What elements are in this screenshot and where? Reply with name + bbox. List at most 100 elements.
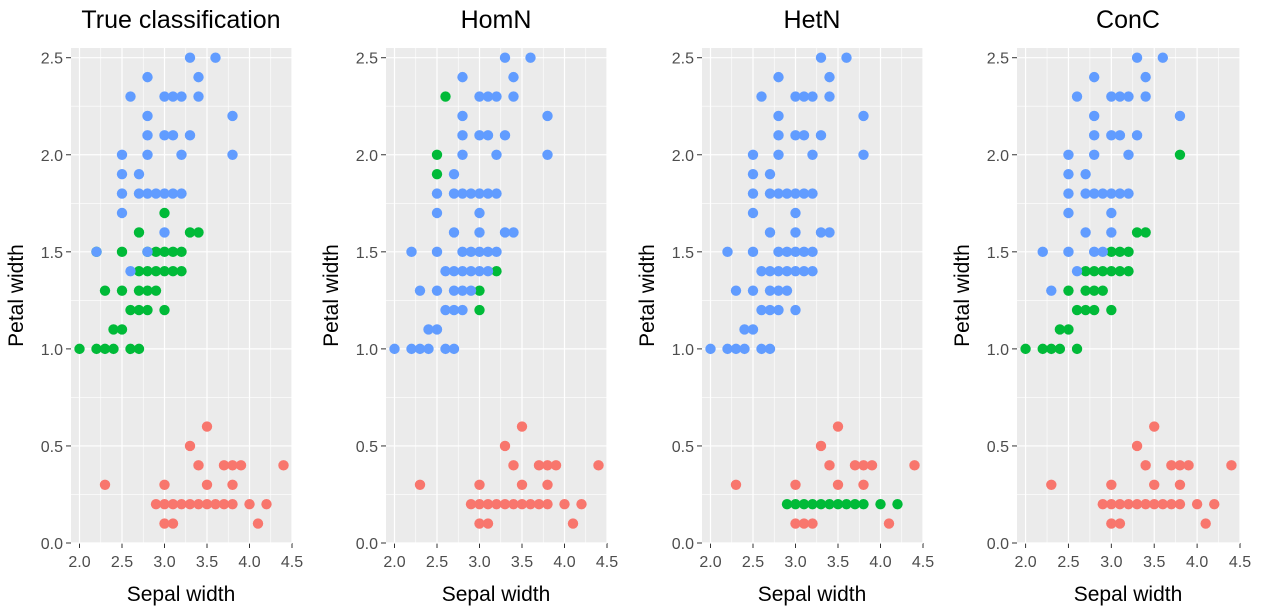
data-point [1097, 246, 1108, 258]
y-axis-label: Petal width [5, 244, 28, 347]
data-point [1080, 188, 1091, 199]
data-point [764, 304, 776, 316]
data-point [1063, 246, 1074, 258]
data-point [227, 149, 238, 160]
data-point [909, 460, 920, 471]
data-point [798, 130, 810, 141]
x-tick-label: 3.5 [196, 554, 218, 571]
y-tick-label: 0.5 [672, 439, 694, 456]
x-tick-label: 2.5 [111, 554, 133, 571]
data-point [1131, 440, 1143, 452]
data-point [722, 246, 733, 258]
data-point [807, 188, 818, 199]
data-point [1020, 343, 1031, 355]
y-tick-label: 0.0 [672, 536, 694, 553]
data-point [159, 266, 170, 277]
data-point [448, 304, 460, 316]
data-point [824, 91, 835, 102]
data-point [1226, 460, 1237, 471]
data-point [142, 71, 153, 83]
data-point [1131, 498, 1143, 510]
data-point [176, 149, 187, 160]
data-point [1037, 343, 1048, 355]
data-point [142, 266, 153, 277]
series-3 [91, 52, 238, 277]
data-point [474, 130, 485, 141]
data-point [491, 246, 502, 258]
data-point [482, 266, 494, 277]
data-point [176, 91, 187, 102]
data-point [1071, 91, 1083, 102]
data-point [440, 343, 451, 355]
data-point [1063, 188, 1074, 199]
data-point [1157, 52, 1169, 63]
y-tick-label: 2.5 [41, 51, 63, 68]
y-axis-label: Petal width [320, 244, 343, 347]
y-tick-label: 1.0 [41, 342, 63, 359]
data-point [389, 343, 400, 355]
data-point [150, 246, 162, 258]
data-point [108, 324, 119, 335]
data-point [1131, 52, 1143, 63]
data-point [866, 460, 878, 471]
data-point [525, 52, 536, 63]
data-point [841, 52, 852, 63]
data-point [798, 246, 810, 258]
data-point [790, 188, 801, 199]
data-point [508, 498, 519, 510]
data-point [448, 266, 460, 277]
y-tick-label: 0.5 [41, 439, 63, 456]
data-point [1131, 227, 1143, 238]
data-point [790, 266, 801, 277]
data-point [159, 246, 170, 258]
data-point [1131, 130, 1143, 141]
data-point [790, 207, 801, 219]
data-point [739, 343, 750, 355]
data-point [747, 149, 759, 160]
data-point [125, 91, 136, 102]
y-tick-label: 0.5 [987, 439, 1009, 456]
y-tick-label: 2.0 [987, 148, 1009, 165]
data-point [159, 498, 170, 510]
data-point [807, 246, 818, 258]
data-point [1080, 227, 1091, 238]
data-point [832, 498, 844, 510]
data-point [431, 207, 443, 219]
data-point [1046, 285, 1057, 296]
data-point [883, 518, 895, 529]
x-tick-label: 3.0 [784, 554, 806, 571]
data-point [790, 479, 801, 490]
data-point [457, 246, 468, 258]
data-point [227, 110, 238, 122]
data-point [159, 207, 170, 219]
data-point [116, 149, 128, 160]
data-point [798, 91, 810, 102]
data-point [74, 343, 85, 355]
data-point [201, 421, 213, 432]
x-axis-label: Sepal width [1074, 583, 1183, 606]
data-point [849, 460, 861, 471]
data-point [1097, 498, 1108, 510]
data-point [474, 479, 485, 490]
data-point [781, 188, 793, 199]
data-point [815, 227, 827, 238]
data-point [1123, 266, 1134, 277]
data-point [159, 304, 170, 316]
chart-panel-4: 2.0 2.5 3.0 3.5 4.0 4.5 0.0 0.5 1.0 1.5 2.0 2.5 ConC… [951, 6, 1251, 606]
data-point [482, 498, 494, 510]
data-point [533, 498, 545, 510]
y-tick-label: 2.5 [987, 51, 1009, 68]
data-point [824, 498, 835, 510]
x-tick-label: 4.0 [553, 554, 575, 571]
data-point [1063, 168, 1074, 180]
data-point [1054, 324, 1066, 335]
data-point [1106, 304, 1117, 316]
data-point [159, 518, 170, 529]
data-point [159, 227, 170, 238]
data-point [167, 188, 179, 199]
data-point [133, 304, 145, 316]
series-1 [730, 421, 920, 529]
data-point [559, 498, 570, 510]
data-point [508, 91, 519, 102]
data-point [448, 227, 460, 238]
